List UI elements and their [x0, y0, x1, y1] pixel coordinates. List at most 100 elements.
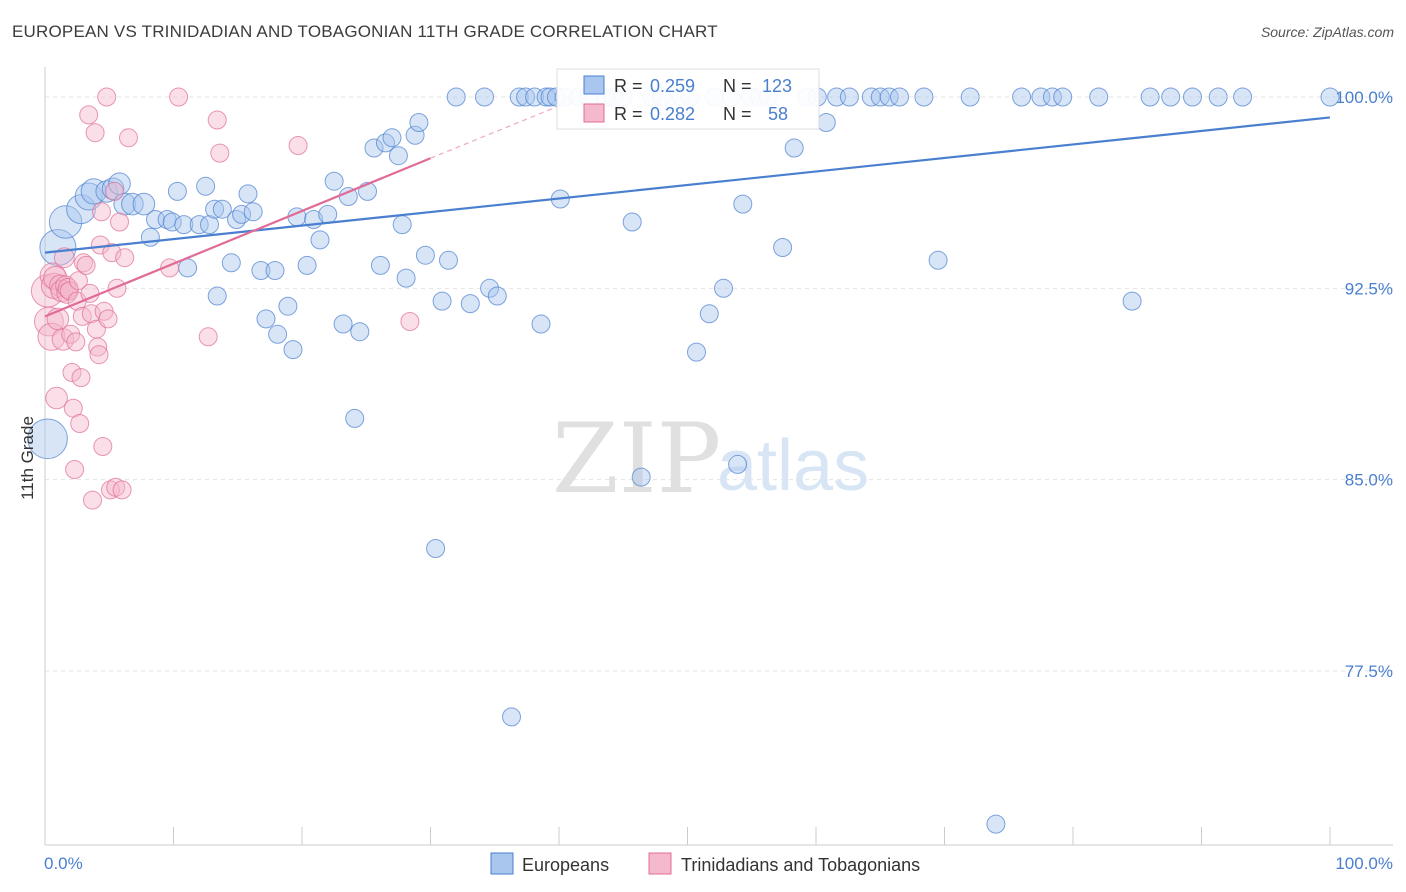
trend-line-trinidadians: [44, 157, 431, 318]
point-european-53: [396, 268, 416, 288]
point-trinidadian-6: [45, 386, 68, 410]
y-tick-label-1: 85.0%: [1345, 471, 1393, 490]
point-european-17: [174, 215, 194, 235]
gridlines: [45, 96, 1393, 672]
point-trinidadian-55: [210, 143, 230, 163]
point-european-20: [196, 176, 216, 196]
point-european-117: [1140, 87, 1160, 107]
point-european-19: [189, 215, 209, 235]
point-european-69: [531, 314, 551, 334]
point-european-52: [392, 215, 412, 235]
point-trinidadian-35: [89, 345, 109, 365]
watermark-zip: ZIP: [552, 403, 721, 515]
point-european-100: [816, 113, 836, 132]
x-tick-label-max: 100.0%: [1335, 854, 1393, 873]
y-tick-labels: 77.5% 85.0% 92.5% 100.0%: [1335, 88, 1393, 681]
point-european-97: [784, 138, 804, 158]
point-trinidadian-49: [115, 248, 135, 268]
legend-label-europeans: Europeans: [522, 855, 609, 875]
point-european-105: [879, 87, 899, 107]
point-european-55: [409, 113, 429, 132]
bottom-legend: Europeans Trinidadians and Tobagonians: [490, 852, 920, 875]
point-european-116: [1122, 291, 1142, 311]
point-european-30: [251, 261, 271, 280]
point-european-122: [1320, 87, 1340, 107]
point-trinidadian-28: [79, 105, 99, 125]
stats-n-value-trinidadians: 58: [768, 104, 788, 124]
point-european-92: [733, 194, 753, 214]
point-european-34: [278, 296, 298, 316]
point-european-44: [345, 408, 365, 428]
point-trinidadian-40: [97, 87, 117, 107]
point-european-42: [333, 314, 353, 334]
point-european-15: [162, 212, 182, 232]
point-european-35: [283, 340, 303, 360]
point-european-40: [318, 204, 338, 224]
point-trinidadian-43: [102, 243, 122, 263]
legend-label-trinidadians: Trinidadians and Tobagonians: [681, 855, 920, 875]
point-european-57: [426, 539, 446, 558]
point-european-22: [205, 199, 225, 219]
point-european-64: [487, 286, 507, 306]
point-european-102: [839, 87, 859, 107]
y-tick-label-3: 100.0%: [1335, 88, 1393, 107]
point-trinidadian-1: [34, 306, 64, 337]
point-trinidadian-47: [110, 212, 129, 232]
point-european-61: [460, 294, 480, 314]
point-trinidadian-37: [92, 202, 111, 222]
point-european-3: [66, 194, 96, 225]
point-european-120: [1208, 87, 1228, 107]
point-trinidadian-44: [104, 181, 124, 201]
point-european-56: [415, 245, 435, 265]
point-european-63: [480, 278, 500, 298]
point-european-0: [27, 418, 68, 460]
point-trinidadian-54: [207, 110, 227, 130]
point-trinidadian-38: [93, 437, 113, 456]
point-trinidadian-50: [119, 128, 138, 148]
point-european-5: [80, 178, 107, 205]
point-trinidadian-31: [83, 490, 102, 510]
point-european-37: [297, 255, 317, 275]
point-european-48: [370, 255, 390, 275]
point-european-66: [509, 87, 529, 107]
point-european-106: [890, 87, 909, 107]
point-european-68: [525, 87, 545, 107]
point-european-112: [1031, 87, 1051, 107]
stats-r-label-trinidadians: R =: [614, 104, 643, 124]
stats-r-value-trinidadians: 0.282: [650, 104, 695, 124]
point-european-21: [200, 215, 219, 235]
stats-r-label-europeans: R =: [614, 76, 643, 96]
trend-lines: [44, 105, 1331, 318]
point-trinidadian-48: [112, 480, 132, 500]
point-european-16: [167, 181, 187, 201]
point-trinidadian-56: [288, 136, 308, 155]
point-trinidadian-17: [62, 363, 82, 382]
point-trinidadian-26: [74, 253, 93, 273]
point-trinidadian-52: [169, 87, 189, 107]
point-european-10: [121, 192, 144, 216]
point-european-23: [207, 286, 227, 306]
point-european-49: [376, 133, 395, 153]
point-trinidadian-42: [101, 480, 120, 500]
point-european-45: [350, 322, 370, 342]
watermark-atlas: atlas: [717, 426, 869, 506]
point-trinidadian-32: [85, 123, 105, 143]
x-tick-label-min: 0.0%: [44, 854, 83, 873]
point-european-118: [1161, 87, 1181, 107]
point-european-58: [432, 291, 452, 311]
point-european-33: [268, 324, 288, 344]
point-european-26: [227, 210, 246, 229]
point-european-87: [699, 304, 719, 324]
point-european-121: [1233, 87, 1253, 107]
point-trinidadian-34: [88, 337, 108, 357]
point-trinidadian-57: [400, 312, 420, 331]
point-european-65: [502, 707, 521, 727]
point-european-111: [1012, 87, 1032, 107]
point-european-50: [382, 128, 402, 148]
point-european-114: [1053, 87, 1073, 107]
point-european-32: [265, 261, 285, 280]
point-trinidadian-19: [65, 460, 85, 479]
chart-title: EUROPEAN VS TRINIDADIAN AND TOBAGONIAN 1…: [12, 22, 718, 41]
point-european-27: [232, 204, 252, 224]
